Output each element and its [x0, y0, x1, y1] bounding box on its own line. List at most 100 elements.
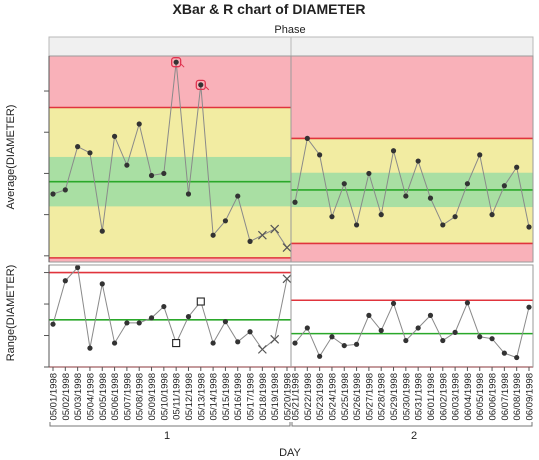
xbar-point-phase-1-20 — [282, 243, 292, 253]
range-panel-frame-phase-2 — [290, 264, 534, 368]
x-tick-label-phase-2-2: 05/22/1998 — [303, 373, 314, 421]
xbar-point-phase-1-18-stroke-b — [257, 230, 267, 240]
xbar-point-phase-2-12 — [427, 195, 434, 201]
x-tick-label-phase-1-14: 05/14/1998 — [209, 373, 220, 421]
xbar-point-phase-2-20 — [526, 224, 532, 230]
x-tick-label-phase-2-16: 06/05/1998 — [475, 373, 486, 421]
phase-header-2 — [290, 36, 534, 57]
range-y-axis-label: Range(DIAMETER) — [5, 265, 17, 362]
range-point-phase-1-15 — [222, 319, 229, 325]
range-point-phase-1-10 — [161, 303, 167, 310]
x-tick-label-phase-2-5: 05/25/1998 — [340, 373, 351, 421]
xbar-point-phase-1-7 — [124, 162, 130, 168]
xbar-point-phase-2-8 — [378, 212, 384, 218]
xbar-series-line-phase-2 — [294, 137, 530, 228]
x-tick-label-phase-2-10: 05/30/1998 — [401, 373, 412, 421]
x-tick-label-phase-1-3: 05/03/1998 — [73, 373, 84, 421]
chart-title: XBar & R chart of DIAMETER — [173, 1, 366, 17]
range-point-phase-2-16 — [477, 334, 483, 340]
xbar-point-phase-2-9 — [390, 148, 397, 154]
x-group-bracket-phase-1 — [49, 422, 291, 427]
x-tick-label-phase-2-7: 05/27/1998 — [364, 373, 375, 421]
xbar-point-phase-1-1 — [50, 191, 56, 197]
x-tick-label-phase-2-20: 06/09/1998 — [525, 373, 536, 421]
x-tick-label-phase-1-18: 05/18/1998 — [258, 373, 269, 421]
xbar-point-phase-1-13-tick — [205, 86, 210, 91]
xbar-point-phase-2-4 — [329, 214, 335, 220]
range-point-phase-1-3 — [75, 264, 81, 271]
range-series-line-phase-1 — [52, 266, 288, 351]
x-tick-label-phase-1-1: 05/01/1998 — [49, 373, 60, 421]
x-tick-label-phase-2-6: 05/26/1998 — [352, 373, 363, 421]
xbar-point-phase-1-18 — [257, 230, 267, 240]
range-point-phase-2-5 — [341, 342, 347, 349]
range-point-phase-1-9 — [148, 315, 155, 321]
x-group-label-phase-2: 2 — [411, 430, 417, 442]
xbar-point-phase-1-11-tick — [180, 63, 185, 68]
x-group-bracket-phase-2 — [291, 422, 533, 427]
xbar-point-phase-1-11-dot — [173, 59, 179, 65]
range-point-phase-2-14 — [452, 329, 458, 335]
xbar-point-phase-2-3 — [317, 152, 323, 158]
range-point-phase-2-6 — [353, 341, 360, 347]
x-tick-label-phase-2-8: 05/28/1998 — [377, 373, 388, 421]
x-tick-label-phase-2-18: 06/07/1998 — [500, 373, 511, 421]
xbar-point-phase-2-19 — [514, 164, 520, 170]
xbar-point-phase-1-6 — [111, 133, 118, 139]
range-point-phase-1-16 — [235, 339, 241, 345]
x-tick-label-phase-1-7: 05/07/1998 — [122, 373, 133, 421]
x-tick-label-phase-1-5: 05/05/1998 — [98, 373, 109, 421]
range-point-phase-2-10 — [403, 337, 409, 344]
phase-headers — [48, 36, 534, 57]
range-point-phase-1-8 — [136, 320, 142, 326]
x-tick-label-phase-1-16: 05/16/1998 — [233, 373, 244, 421]
range-point-phase-1-11 — [172, 339, 181, 348]
xbar-point-phase-2-13 — [440, 222, 446, 228]
range-point-phase-1-17 — [247, 329, 253, 335]
xbar-point-phase-2-14 — [452, 214, 458, 220]
range-point-phase-1-1 — [50, 321, 56, 327]
xbar-point-phase-1-13-dot — [198, 82, 204, 88]
x-tick-label-phase-1-4: 05/04/1998 — [85, 373, 96, 421]
range-point-phase-2-9 — [390, 300, 397, 307]
x-axis: 05/01/1998 05/02/1998 05/03/1998 05/04/1998… — [49, 367, 536, 442]
x-axis-label: DAY — [279, 447, 301, 459]
xbar-point-phase-2-11 — [415, 158, 421, 164]
range-point-phase-1-20 — [282, 274, 292, 284]
phase-header-1 — [48, 36, 292, 57]
range-point-phase-1-14 — [210, 340, 216, 346]
range-point-phase-2-2 — [304, 325, 310, 331]
x-tick-label-phase-1-20: 05/20/1998 — [283, 373, 294, 421]
range-point-phase-2-20 — [526, 304, 532, 310]
range-point-phase-2-8 — [378, 327, 384, 334]
range-point-phase-1-19 — [270, 334, 280, 344]
x-tick-label-phase-2-19: 06/08/1998 — [512, 373, 523, 421]
xbar-point-phase-1-17 — [247, 238, 253, 244]
x-tick-label-phase-2-3: 05/23/1998 — [315, 373, 326, 421]
xbar-point-phase-2-2 — [304, 135, 310, 141]
xbar-zones — [49, 56, 533, 262]
x-tick-label-phase-1-2: 05/02/1998 — [61, 373, 72, 421]
xbar-point-phase-2-15 — [464, 181, 471, 187]
xbar-point-phase-2-6 — [353, 222, 360, 228]
x-tick-label-phase-1-9: 05/09/1998 — [147, 373, 158, 421]
xbar-point-phase-2-17 — [489, 212, 495, 218]
xbar-point-phase-1-13 — [195, 79, 210, 91]
x-tick-label-phase-2-12: 06/01/1998 — [426, 373, 437, 421]
range-point-phase-2-1 — [292, 340, 298, 346]
xbar-point-phase-2-7 — [366, 170, 372, 177]
xbar-point-phase-1-19-stroke-b — [270, 224, 280, 234]
range-point-phase-2-12 — [427, 312, 434, 318]
x-tick-label-phase-2-13: 06/02/1998 — [438, 373, 449, 421]
xbar-point-phase-1-2 — [62, 187, 68, 193]
x-tick-label-phase-1-11: 05/11/1998 — [172, 373, 183, 420]
x-tick-label-phase-2-17: 06/06/1998 — [488, 373, 499, 421]
range-point-phase-2-7 — [366, 312, 372, 318]
xbar-panel-frame-phase-2 — [290, 55, 534, 263]
xbar-point-phase-1-3 — [75, 144, 81, 150]
x-tick-label-phase-1-17: 05/17/1998 — [246, 373, 257, 421]
x-tick-label-phase-1-15: 05/15/1998 — [221, 373, 232, 421]
range-point-phase-1-2 — [62, 278, 68, 284]
xbar-point-phase-2-5 — [341, 181, 347, 187]
range-point-phase-1-12 — [185, 314, 192, 320]
